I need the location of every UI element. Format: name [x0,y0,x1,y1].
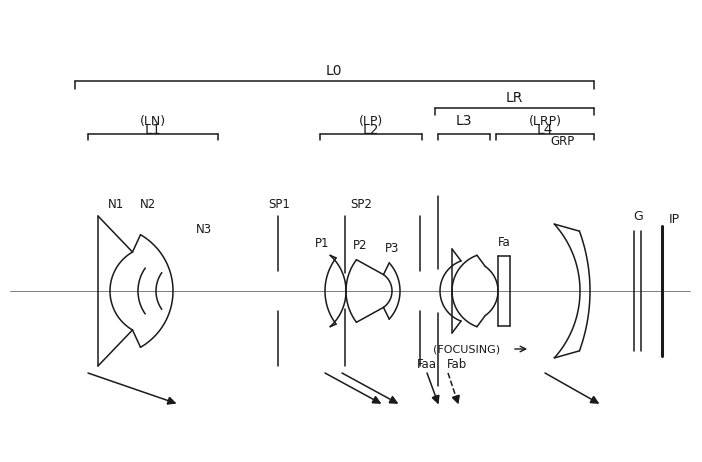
Text: L2: L2 [363,123,379,137]
Polygon shape [167,397,175,404]
Text: (LN): (LN) [140,115,166,128]
Text: SP2: SP2 [350,198,372,211]
Text: GRP: GRP [551,135,575,148]
Text: (LRP): (LRP) [529,115,562,128]
Text: N3: N3 [196,223,212,236]
Text: (FOCUSING): (FOCUSING) [433,344,500,354]
Text: Fa: Fa [498,236,510,249]
Text: G: G [633,210,643,223]
Polygon shape [372,396,380,403]
Text: P2: P2 [352,239,367,252]
Polygon shape [590,396,598,403]
Text: Faa: Faa [417,358,437,371]
Text: L1: L1 [145,123,161,137]
Text: P1: P1 [314,237,329,250]
Text: IP: IP [669,213,680,226]
Text: SP1: SP1 [268,198,290,211]
Polygon shape [453,395,459,403]
Text: LR: LR [505,91,523,105]
Text: L3: L3 [456,114,472,128]
Text: L0: L0 [326,64,343,78]
Text: N1: N1 [108,198,124,211]
Text: P3: P3 [385,242,399,255]
Text: (LP): (LP) [359,115,383,128]
Text: L4: L4 [537,123,553,137]
Polygon shape [389,396,397,403]
Text: N2: N2 [140,198,157,211]
Text: Fab: Fab [447,358,467,371]
Polygon shape [432,395,439,403]
